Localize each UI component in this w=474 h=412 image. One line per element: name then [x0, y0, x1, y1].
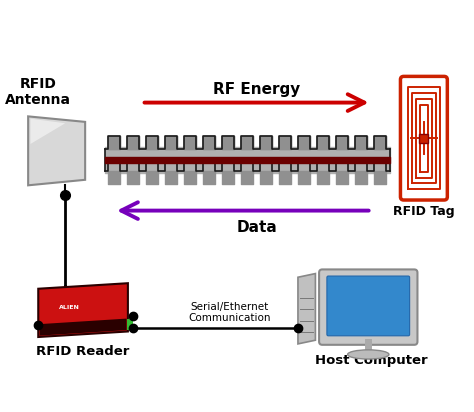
Text: Serial/Ethernet
Communication: Serial/Ethernet Communication [188, 302, 271, 323]
FancyBboxPatch shape [401, 76, 447, 200]
Text: RF Energy: RF Energy [213, 82, 300, 97]
Text: ALIEN: ALIEN [59, 304, 80, 309]
Polygon shape [40, 318, 127, 336]
Text: Data: Data [236, 220, 277, 235]
FancyBboxPatch shape [319, 269, 418, 345]
FancyBboxPatch shape [419, 133, 428, 143]
Text: Host Computer: Host Computer [315, 354, 428, 367]
Polygon shape [298, 274, 315, 344]
Polygon shape [30, 119, 65, 144]
Text: RFID Tag: RFID Tag [393, 205, 455, 218]
Text: RFID Reader: RFID Reader [36, 345, 130, 358]
Polygon shape [28, 116, 85, 185]
Ellipse shape [347, 350, 389, 359]
Text: RFID
Antenna: RFID Antenna [5, 77, 71, 107]
Polygon shape [38, 283, 128, 337]
FancyBboxPatch shape [327, 276, 410, 336]
Polygon shape [127, 318, 133, 330]
